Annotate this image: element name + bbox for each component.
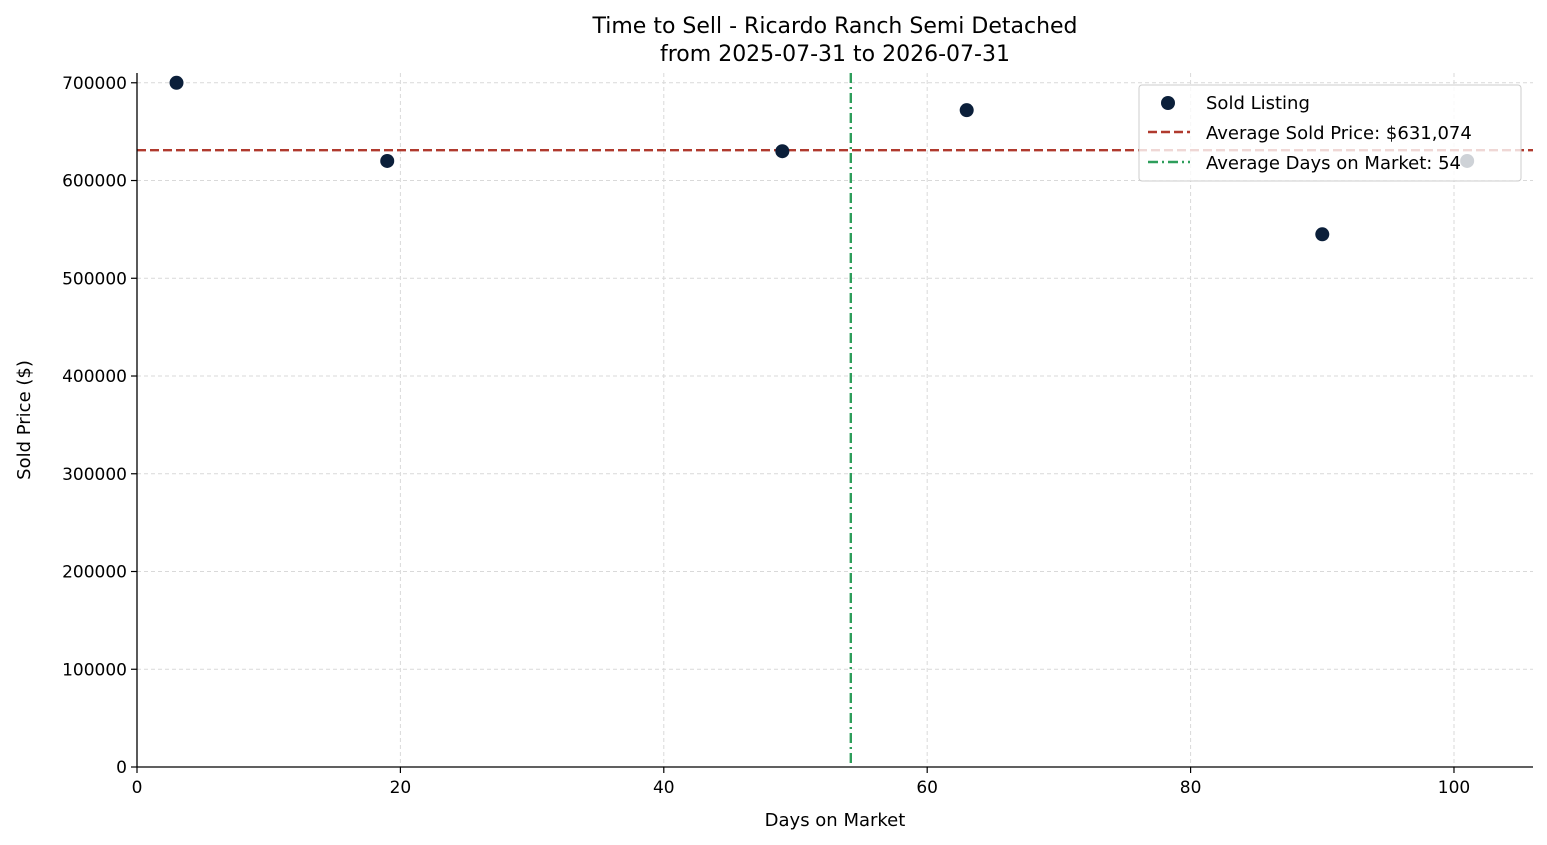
y-tick-label: 300000 — [62, 465, 127, 485]
y-axis-label: Sold Price ($) — [14, 360, 35, 480]
y-tick-label: 500000 — [62, 269, 127, 289]
x-tick-label: 40 — [653, 778, 675, 798]
y-axis-ticks: 0 100000 200000 300000 400000 500000 600000 700… — [62, 74, 137, 778]
sold-listing-point — [775, 144, 790, 159]
x-tick-label: 60 — [916, 778, 938, 798]
sold-listing-point — [959, 103, 974, 118]
chart-subtitle: from 2025-07-31 to 2026-07-31 — [660, 42, 1010, 67]
y-tick-label: 0 — [116, 758, 127, 778]
chart-title: Time to Sell - Ricardo Ranch Semi Detach… — [591, 14, 1077, 39]
legend-label-avg-price: Average Sold Price: $631,074 — [1206, 123, 1472, 144]
legend: Sold Listing Average Sold Price: $631,07… — [1138, 84, 1522, 182]
legend-label-sold-listing: Sold Listing — [1206, 93, 1310, 114]
x-axis-label: Days on Market — [765, 810, 906, 831]
x-tick-label: 0 — [132, 778, 143, 798]
x-tick-label: 80 — [1180, 778, 1202, 798]
y-tick-label: 700000 — [62, 74, 127, 94]
legend-marker-sold-listing — [1161, 96, 1175, 110]
grid — [137, 73, 1533, 767]
sold-listing-point — [169, 75, 184, 90]
legend-box — [1138, 84, 1522, 182]
y-tick-label: 400000 — [62, 367, 127, 387]
sold-listing-point — [1315, 227, 1330, 242]
y-tick-label: 100000 — [62, 660, 127, 680]
legend-label-avg-days: Average Days on Market: 54 — [1206, 153, 1461, 174]
x-tick-label: 20 — [390, 778, 412, 798]
sold-listing-point — [380, 153, 395, 168]
x-tick-label: 100 — [1438, 778, 1470, 798]
x-axis-ticks: 0 20 40 60 80 100 — [132, 767, 1470, 798]
y-tick-label: 200000 — [62, 563, 127, 583]
y-tick-label: 600000 — [62, 172, 127, 192]
